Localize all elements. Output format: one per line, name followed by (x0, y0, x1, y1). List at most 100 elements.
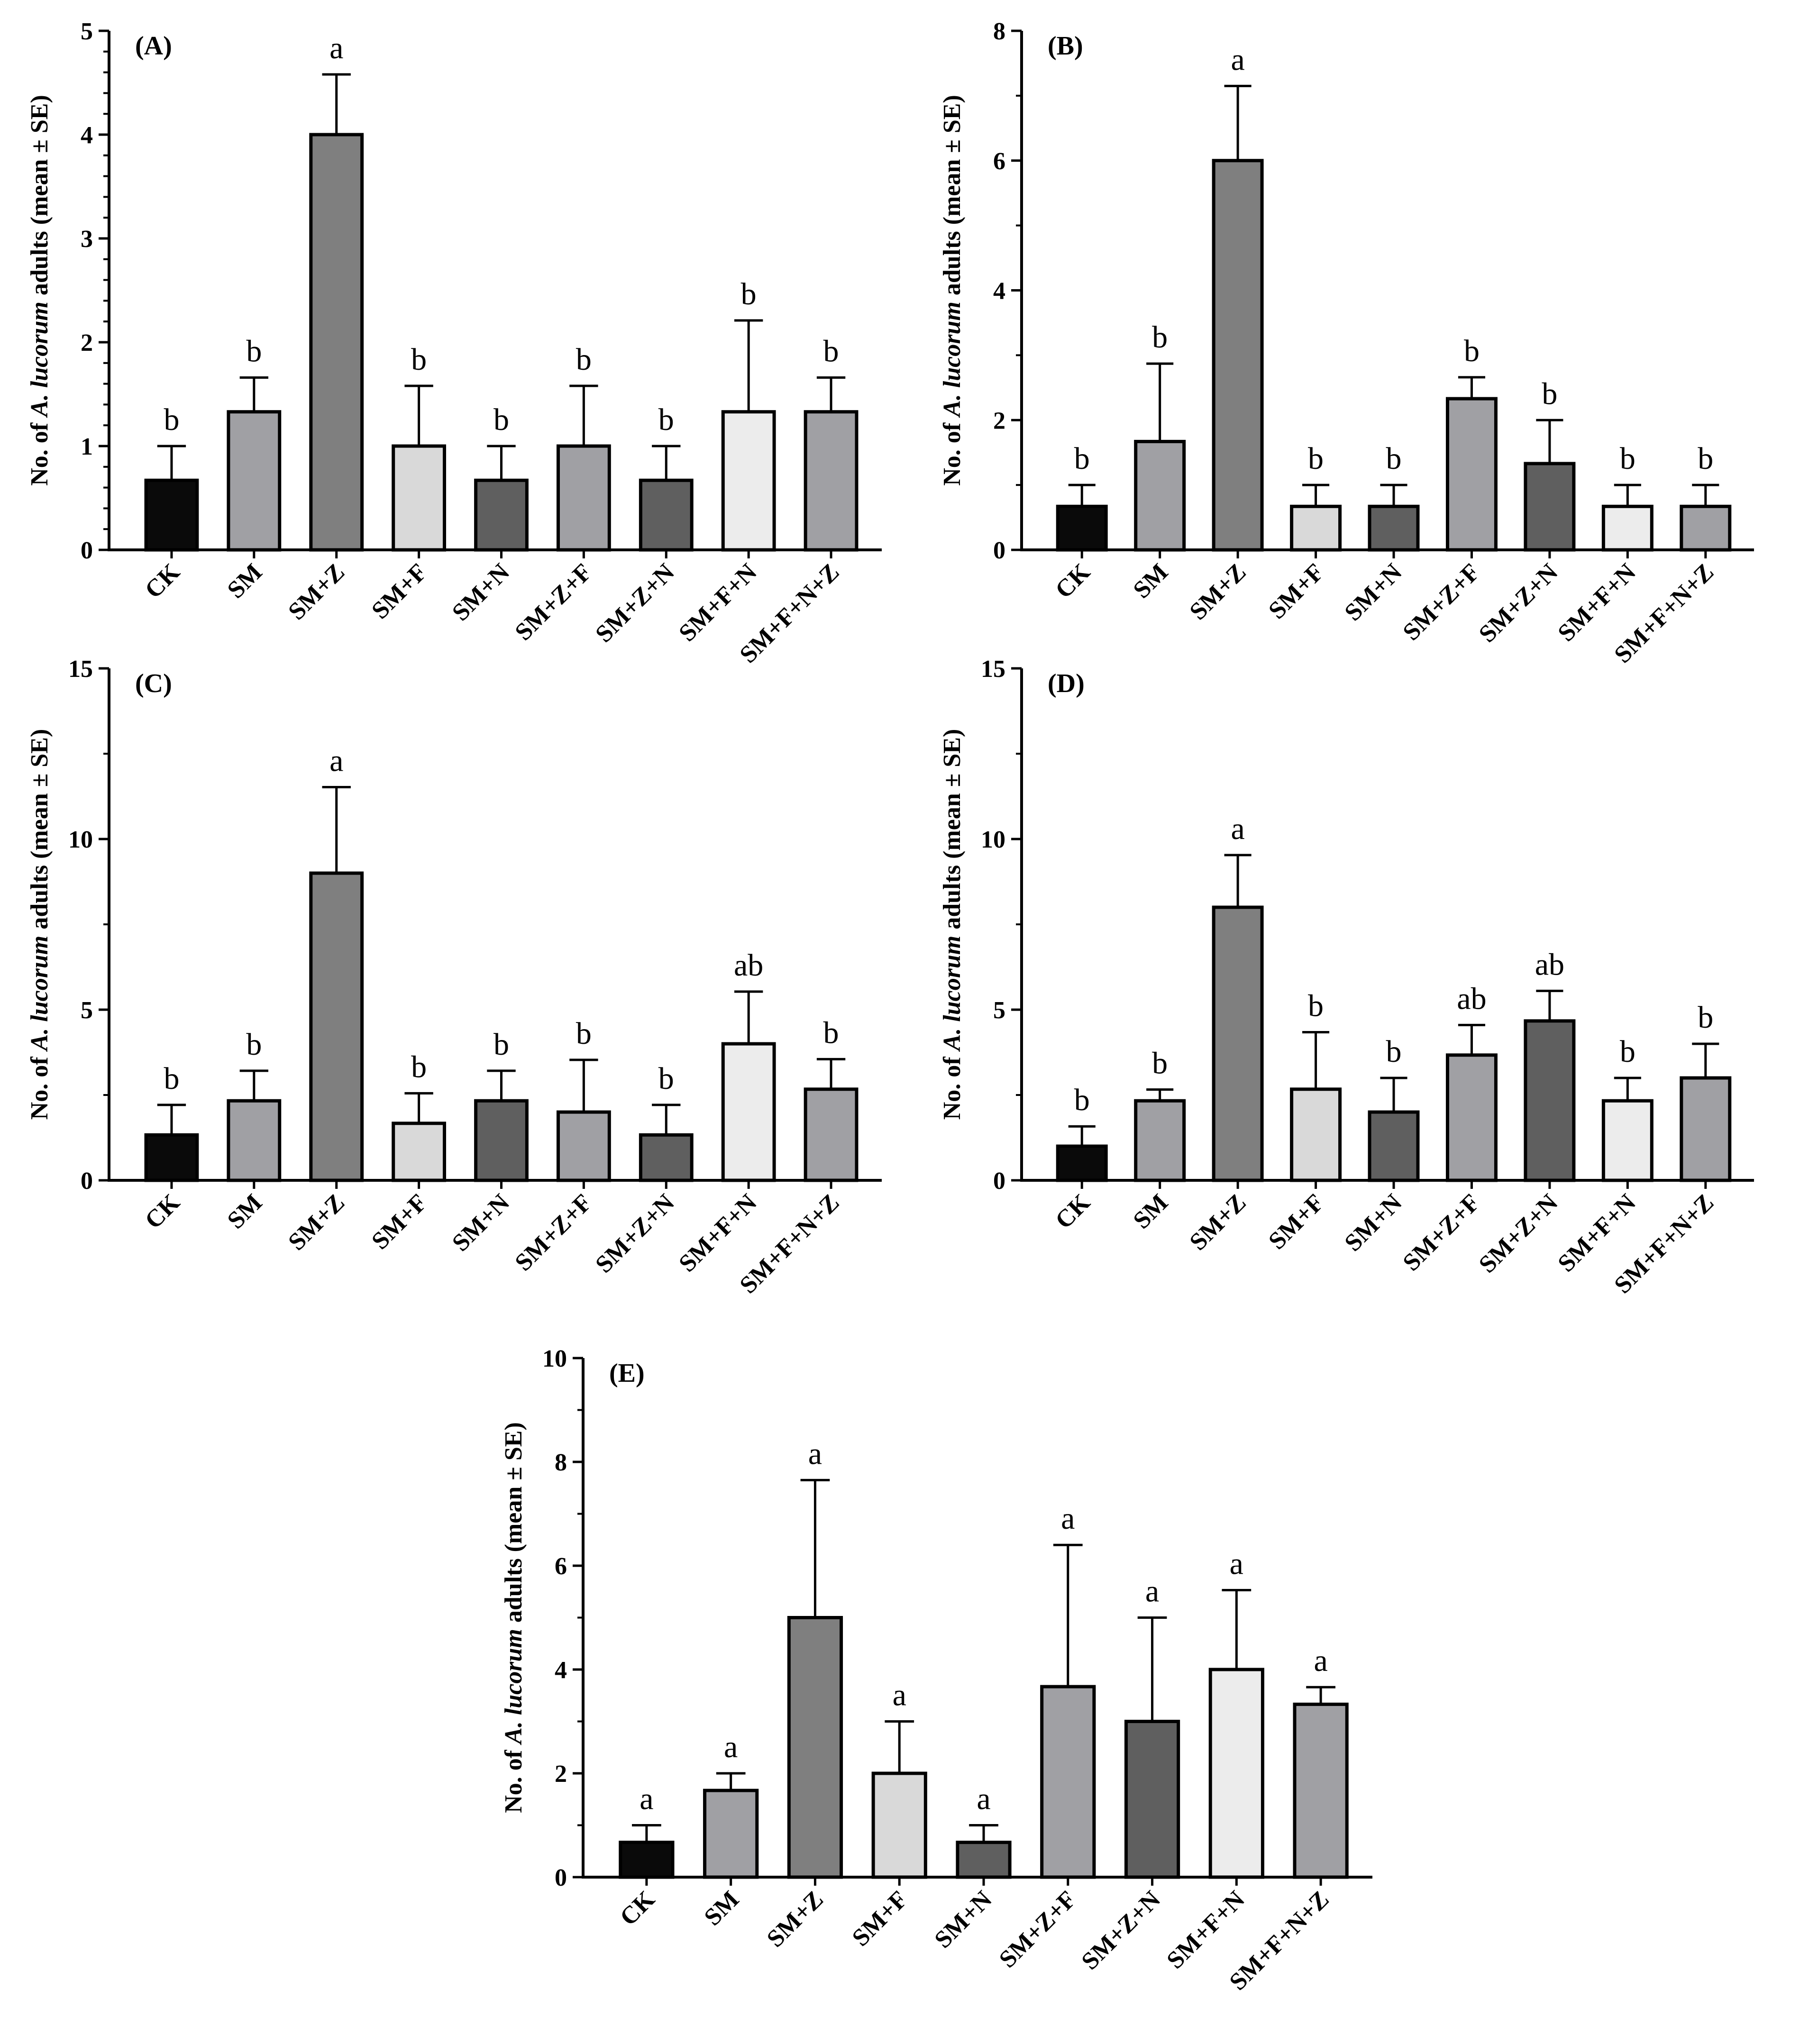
bar-a-1 (144, 478, 199, 552)
bar-e-3 (787, 1616, 843, 1879)
sig-letter-d-1: b (1074, 1083, 1090, 1117)
x-tick-label-b-4: SM+F (1263, 558, 1329, 624)
sig-letter-e-8: a (1230, 1546, 1243, 1581)
bar-d-7 (1524, 1019, 1576, 1182)
panel-e: 0 2 4 6 8 10 a CK a SM a SM+Z a SM+F a SM+N a SM+Z+F a SM+Z… (500, 1345, 1372, 1996)
x-tick-label-c-6: SM+Z+F (510, 1189, 597, 1276)
bar-b-6 (1445, 397, 1498, 552)
x-tick-label-b-2: SM (1128, 558, 1173, 603)
sig-letter-c-4: b (411, 1049, 427, 1084)
x-tick-label-d-5: SM+N (1340, 1189, 1407, 1257)
y-tick-label: 6 (993, 148, 1005, 175)
y-label-species: A. lucorum (500, 1629, 527, 1745)
x-tick-label-e-5: SM+N (930, 1886, 997, 1953)
bar-b-2 (1134, 439, 1186, 552)
sig-letter-c-9: b (823, 1015, 839, 1050)
y-tick-label: 10 (68, 826, 93, 853)
sig-letter-c-2: b (246, 1027, 262, 1062)
panel-a: 0 1 2 3 4 5 b CK b SM a SM+Z b SM+F b SM+N b SM+Z+F b SM+Z+… (26, 18, 882, 668)
bar-d-3 (1212, 905, 1264, 1182)
x-tick-label-a-3: SM+Z (283, 558, 350, 625)
x-tick-label-d-7: SM+Z+N (1474, 1189, 1563, 1278)
y-label-suffix: adults (mean ± SE) (26, 729, 53, 936)
y-axis-label-a: No. of A. lucorum adults (mean ± SE) (26, 95, 53, 486)
sig-letter-a-2: b (246, 334, 262, 368)
panel-label-a: (A) (135, 31, 172, 61)
sig-letter-d-8: b (1620, 1034, 1636, 1069)
bar-c-9 (804, 1087, 859, 1182)
sig-letter-d-4: b (1308, 989, 1324, 1023)
x-tick-label-a-8: SM+F+N (674, 558, 762, 647)
sig-letter-c-3: a (329, 744, 343, 778)
x-tick-label-e-2: SM (699, 1886, 744, 1931)
y-tick-label: 0 (993, 1168, 1005, 1195)
sig-letter-d-5: b (1386, 1034, 1402, 1069)
bar-a-5 (474, 478, 529, 552)
sig-letter-d-2: b (1152, 1046, 1168, 1080)
y-axis-label-d: No. of A. lucorum adults (mean ± SE) (939, 729, 966, 1120)
y-label-species: A. lucorum (939, 936, 966, 1052)
sig-letter-e-3: a (808, 1436, 822, 1471)
x-tick-label-c-1: CK (140, 1189, 185, 1234)
bar-a-9 (804, 410, 859, 552)
sig-letter-c-5: b (493, 1027, 509, 1062)
sig-letter-e-7: a (1145, 1574, 1159, 1609)
bar-c-5 (474, 1099, 529, 1182)
bar-a-4 (392, 444, 447, 552)
x-tick-label-d-1: CK (1050, 1189, 1096, 1234)
sig-letter-a-7: b (658, 402, 674, 437)
x-tick-label-c-7: SM+Z+N (590, 1189, 679, 1278)
bar-c-1 (144, 1133, 199, 1182)
sig-letter-e-2: a (724, 1730, 738, 1764)
bar-b-1 (1056, 504, 1108, 552)
x-tick-label-a-1: CK (140, 558, 185, 604)
bar-a-8 (721, 410, 776, 552)
sig-letter-a-1: b (164, 402, 179, 437)
x-tick-label-a-6: SM+Z+F (510, 558, 597, 646)
bar-e-1 (619, 1841, 675, 1879)
y-tick-label: 2 (555, 1761, 567, 1788)
y-tick-label: 5 (993, 997, 1005, 1024)
bar-a-2 (227, 410, 282, 552)
y-label-suffix: adults (mean ± SE) (500, 1422, 527, 1629)
bar-a-3 (309, 133, 364, 552)
bar-c-4 (392, 1122, 447, 1182)
bar-c-6 (556, 1110, 611, 1182)
sig-letter-c-6: b (576, 1016, 592, 1051)
x-tick-label-c-4: SM+F (366, 1189, 432, 1255)
sig-letter-d-7: ab (1535, 947, 1564, 982)
bar-e-4 (871, 1771, 927, 1879)
bar-b-3 (1212, 159, 1264, 552)
y-label-species: A. lucorum (26, 301, 53, 418)
sig-letter-e-5: a (977, 1782, 990, 1816)
bar-e-6 (1040, 1685, 1096, 1879)
x-tick-label-a-2: SM (222, 558, 267, 603)
y-tick-label: 6 (555, 1553, 567, 1580)
panel-c: 0 5 10 15 b CK b SM a SM+Z b SM+F b SM+N b SM+Z+F b SM+Z+… (26, 656, 882, 1299)
y-tick-label: 5 (81, 997, 93, 1024)
bar-c-8 (721, 1042, 776, 1182)
sig-letter-b-1: b (1074, 441, 1090, 476)
bar-e-9 (1293, 1702, 1349, 1879)
y-tick-label: 10 (542, 1345, 567, 1372)
y-tick-label: 2 (81, 329, 93, 356)
sig-letter-a-5: b (493, 402, 509, 437)
y-tick-label: 5 (81, 18, 93, 45)
y-label-prefix: No. of (500, 1744, 527, 1813)
x-tick-label-e-8: SM+F+N (1161, 1886, 1250, 1974)
x-tick-label-b-7: SM+Z+N (1474, 558, 1563, 648)
y-tick-label: 3 (81, 226, 93, 253)
sig-letter-a-4: b (411, 342, 427, 377)
bar-e-7 (1124, 1720, 1180, 1879)
y-tick-label: 15 (981, 656, 1005, 683)
bar-e-2 (703, 1788, 759, 1879)
panel-b: 0 2 4 6 8 b CK b SM a SM+Z b SM+F b SM+N b SM+Z+F b SM+Z+N… (939, 18, 1754, 668)
x-tick-label-b-3: SM+Z (1185, 558, 1252, 625)
x-tick-label-b-6: SM+Z+F (1398, 558, 1485, 646)
sig-letter-e-4: a (893, 1678, 906, 1713)
sig-letter-e-6: a (1061, 1501, 1075, 1536)
bar-d-1 (1056, 1144, 1108, 1182)
sig-letter-a-3: a (329, 31, 343, 65)
x-tick-label-e-7: SM+Z+N (1077, 1886, 1166, 1975)
y-label-prefix: No. of (939, 417, 966, 486)
